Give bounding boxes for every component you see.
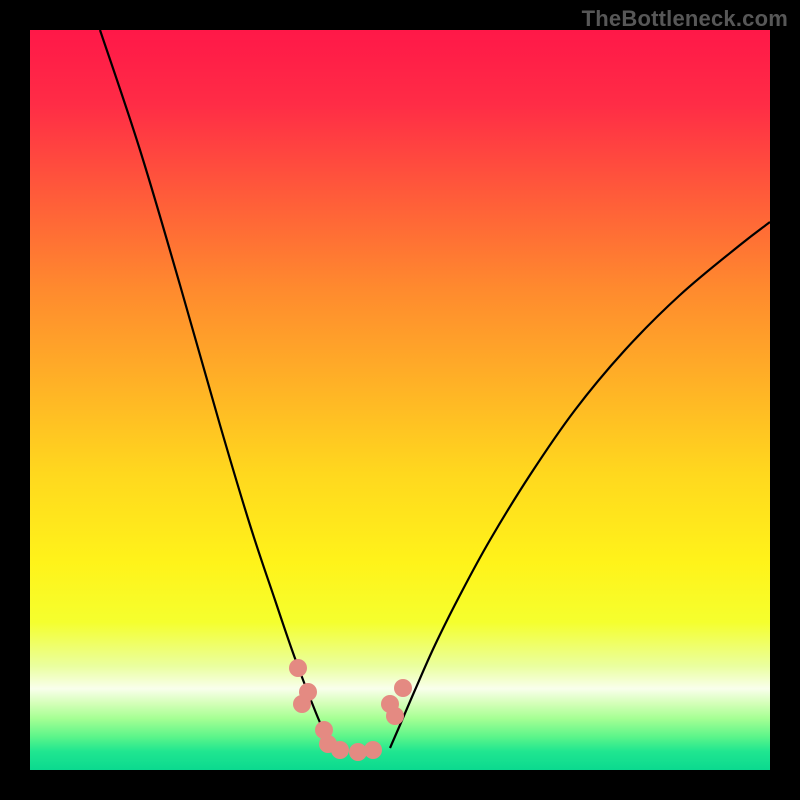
- data-markers: [289, 659, 412, 761]
- data-marker: [293, 695, 311, 713]
- data-marker: [289, 659, 307, 677]
- data-marker: [381, 695, 399, 713]
- watermark-text: TheBottleneck.com: [582, 6, 788, 32]
- plot-area: [30, 30, 770, 770]
- chart-curves: [30, 30, 770, 770]
- data-marker: [364, 741, 382, 759]
- curve-right: [390, 222, 770, 748]
- data-marker: [331, 741, 349, 759]
- chart-frame: TheBottleneck.com: [0, 0, 800, 800]
- data-marker: [394, 679, 412, 697]
- curve-left: [100, 30, 330, 748]
